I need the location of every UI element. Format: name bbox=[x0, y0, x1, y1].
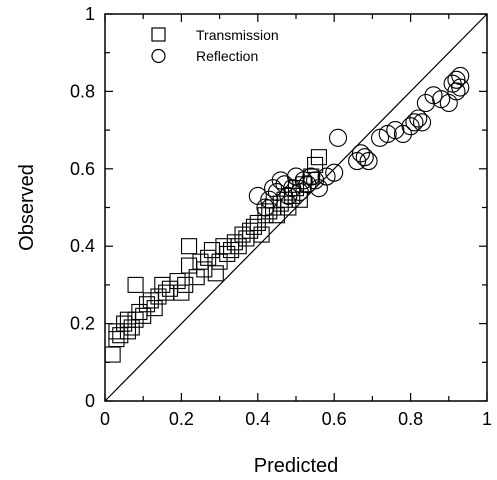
reflection-point bbox=[290, 182, 309, 202]
legend-label-reflection: Reflection bbox=[196, 48, 258, 64]
plot-frame bbox=[104, 13, 488, 402]
x-axis-title: Predicted bbox=[254, 455, 339, 477]
x-tick-label: 0 bbox=[100, 409, 110, 429]
reflection-point bbox=[271, 171, 290, 190]
legend-marker-square bbox=[151, 27, 166, 42]
x-tick-label: 0.6 bbox=[322, 409, 347, 429]
data-markers bbox=[104, 66, 470, 363]
y-tick-label: 0.6 bbox=[70, 159, 95, 179]
reflection-point bbox=[393, 124, 413, 144]
reflection-point bbox=[409, 109, 428, 128]
reflection-point bbox=[451, 78, 470, 97]
reflection-point bbox=[451, 66, 470, 85]
reflection-point bbox=[416, 93, 435, 113]
reflection-point bbox=[413, 113, 432, 132]
tick-labels: 0 0.2 0.4 0.6 0.8 1 0 0.2 0.4 0.6 0.8 1 bbox=[70, 4, 492, 429]
reflection-point bbox=[264, 179, 283, 198]
legend: Transmission Reflection bbox=[151, 27, 279, 64]
y-tick-label: 0.2 bbox=[70, 314, 95, 334]
reflection-point bbox=[325, 163, 344, 182]
reflection-point bbox=[401, 117, 420, 136]
reflection-point bbox=[328, 128, 348, 147]
x-tick-label: 1 bbox=[482, 409, 492, 429]
axis-ticks bbox=[104, 13, 488, 402]
transmission-point bbox=[207, 265, 224, 282]
transmission-point bbox=[146, 300, 163, 317]
y-axis-title: Observed bbox=[16, 164, 38, 251]
reflection-point bbox=[355, 148, 374, 167]
legend-label-transmission: Transmission bbox=[196, 27, 279, 43]
x-tick-label: 0.8 bbox=[398, 409, 423, 429]
reflection-point bbox=[260, 190, 279, 209]
reflection-point bbox=[405, 113, 424, 132]
transmission-point bbox=[104, 346, 121, 363]
reflection-point bbox=[267, 182, 286, 202]
reflection-point bbox=[351, 144, 370, 163]
legend-marker-circle bbox=[151, 48, 166, 64]
x-tick-label: 0.4 bbox=[245, 409, 270, 429]
x-tick-label: 0.2 bbox=[169, 409, 194, 429]
y-tick-label: 1 bbox=[85, 4, 95, 24]
transmission-point bbox=[180, 238, 198, 255]
transmission-point bbox=[127, 276, 144, 293]
y-tick-label: 0 bbox=[85, 391, 95, 411]
reflection-point bbox=[447, 82, 466, 101]
transmission-point bbox=[253, 226, 270, 243]
y-tick-label: 0.4 bbox=[70, 236, 95, 256]
y-tick-label: 0.8 bbox=[70, 81, 95, 101]
reflection-point bbox=[359, 152, 378, 171]
reflection-point bbox=[248, 186, 267, 205]
transmission-point bbox=[310, 149, 327, 166]
